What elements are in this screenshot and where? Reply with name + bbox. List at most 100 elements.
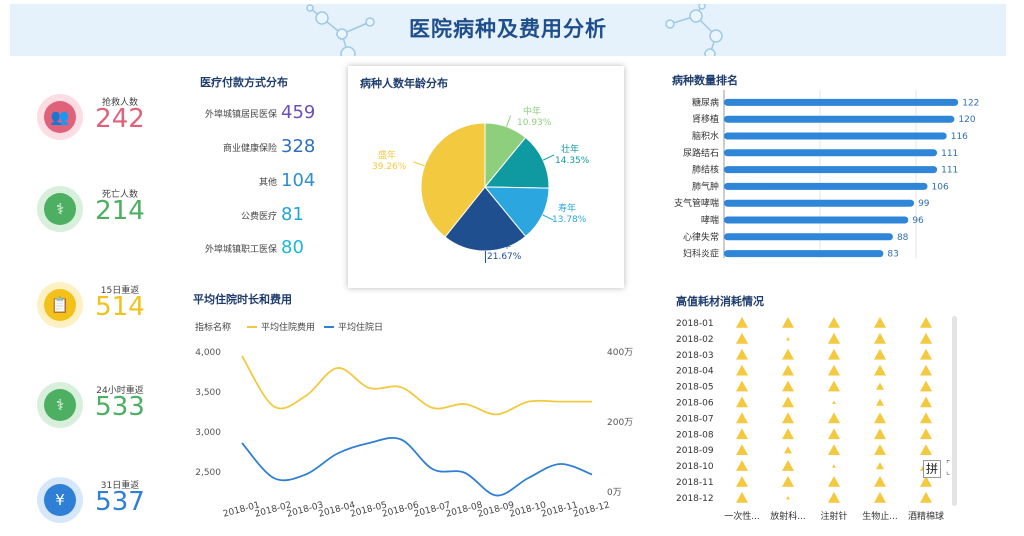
consumables-title: 高值耗材消耗情况 <box>676 295 764 308</box>
kpi-value: 514 <box>95 292 145 322</box>
x-tick-label: 2018-12 <box>572 500 611 519</box>
consumables-marker <box>920 412 932 424</box>
bar-value-label: 111 <box>941 166 958 176</box>
payment-row: 外埠城镇居民医保 459 <box>190 102 320 124</box>
consumables-row-label: 2018-11 <box>676 478 714 488</box>
legend-item[interactable]: 平均住院日 <box>338 321 383 333</box>
age-pie-title: 病种人数年龄分布 <box>360 77 448 90</box>
payment-row: 外埠城镇职工医保 80 <box>190 237 320 259</box>
consumables-marker <box>786 495 790 500</box>
bar-value-label: 122 <box>962 98 979 108</box>
pie-label-pct: 21.67% <box>487 252 522 262</box>
consumables-marker <box>736 491 748 503</box>
consumables-marker <box>782 348 794 360</box>
consumables-marker <box>920 396 932 408</box>
consumables-marker <box>828 476 840 487</box>
y-right-tick: 0万 <box>607 488 622 498</box>
bar-category-label: 糖尿病 <box>692 96 719 108</box>
consumables-row-label: 2018-12 <box>676 494 714 504</box>
kpi-value: 214 <box>95 196 145 226</box>
consumables-marker <box>832 464 836 468</box>
consumables-marker <box>782 460 794 471</box>
consumables-marker <box>874 428 886 440</box>
disease-bar-title: 病种数量排名 <box>672 74 738 87</box>
pie-slice <box>483 136 550 189</box>
bar <box>724 182 928 190</box>
consumables-marker <box>874 348 886 360</box>
consumables-marker <box>736 364 748 376</box>
bar-category-label: 妇科炎症 <box>683 248 719 260</box>
ime-drag-handle-icon[interactable]: ⌜ ⌞ <box>946 460 951 477</box>
consumables-marker <box>920 476 932 487</box>
pie-label-name: 盛年 <box>378 149 396 161</box>
bar-value-label: 120 <box>958 115 975 125</box>
payment-label: 外埠城镇职工医保 <box>204 245 277 255</box>
consumables-marker <box>828 428 840 440</box>
payment-row: 商业健康保险 328 <box>190 136 320 158</box>
bar-value-label: 116 <box>951 132 968 142</box>
pie-label-pct: 13.78% <box>552 215 587 225</box>
bar <box>724 132 947 140</box>
stay-line-chart: 指标名称 平均住院费用 平均住院日 2,500 3,000 3,500 4,000 0万 200… <box>195 321 633 520</box>
bar <box>724 98 959 106</box>
kpi-label: 抢救人数 <box>101 98 138 108</box>
consumables-marker <box>782 396 794 408</box>
consumables-scrollbar[interactable] <box>952 316 957 506</box>
consumables-column-label: 酒精棉球 <box>908 510 944 522</box>
bar-value-label: 106 <box>932 182 949 192</box>
consumables-marker <box>736 332 748 344</box>
pie-leader-line <box>413 161 425 167</box>
line-chart-title: 平均住院时长和费用 <box>193 293 292 306</box>
consumables-row-label: 2018-10 <box>676 462 714 472</box>
kpi-label: 15日重返 <box>100 286 140 296</box>
consumables-row-label: 2018-03 <box>676 351 714 361</box>
consumables-marker <box>874 364 886 376</box>
consumables-row-label: 2018-05 <box>676 383 714 393</box>
bar-value-label: 111 <box>941 149 958 159</box>
pie-label-name: 幼年 <box>493 239 511 251</box>
consumables-marker <box>876 398 884 406</box>
consumables-marker <box>736 476 748 487</box>
consumables-marker <box>828 348 840 360</box>
molecule-decoration-left <box>306 4 375 56</box>
payment-label: 商业健康保险 <box>222 144 277 154</box>
pie-leader-line <box>542 154 555 161</box>
bar-category-label: 肾移植 <box>692 113 719 125</box>
bar <box>724 233 893 241</box>
money-bag-icon: ¥ <box>37 477 83 523</box>
pie-leader-line <box>542 214 554 221</box>
bar-category-label: 哮喘 <box>701 214 719 226</box>
consumables-marker <box>782 317 794 328</box>
consumables-marker <box>920 428 932 440</box>
bar <box>724 250 884 258</box>
clipboard-icon: 📋 <box>37 282 83 328</box>
payment-label: 其他 <box>258 178 277 188</box>
y-left-tick: 4,000 <box>195 348 221 358</box>
consumables-marker <box>920 364 932 376</box>
payment-label: 外埠城镇居民医保 <box>204 110 277 120</box>
consumables-marker <box>782 476 794 487</box>
consumables-row-label: 2018-04 <box>676 367 714 377</box>
consumables-marker <box>828 491 840 503</box>
consumables-marker <box>874 491 886 503</box>
payment-value: 104 <box>281 170 316 191</box>
consumables-marker <box>920 491 932 503</box>
bar-category-label: 心律失常 <box>683 231 719 243</box>
consumables-marker <box>832 400 836 405</box>
consumables-row-label: 2018-02 <box>676 335 714 345</box>
bar <box>724 216 909 224</box>
bar <box>724 166 938 174</box>
ime-pinyin-button[interactable]: 拼 <box>923 460 941 478</box>
legend-item[interactable]: 平均住院费用 <box>261 321 315 333</box>
kpi-value: 242 <box>95 104 145 134</box>
people-icon: 👥 <box>37 94 83 140</box>
payment-title: 医疗付款方式分布 <box>200 76 288 89</box>
bar-value-label: 88 <box>897 233 909 243</box>
bar-category-label: 肺气肿 <box>692 180 719 192</box>
payment-value: 328 <box>281 136 316 157</box>
consumables-row-label: 2018-06 <box>676 399 714 409</box>
payment-row: 公费医疗 81 <box>190 204 320 226</box>
consumables-marker <box>874 332 886 344</box>
bar-value-label: 83 <box>887 250 898 260</box>
consumables-marker <box>782 428 794 440</box>
